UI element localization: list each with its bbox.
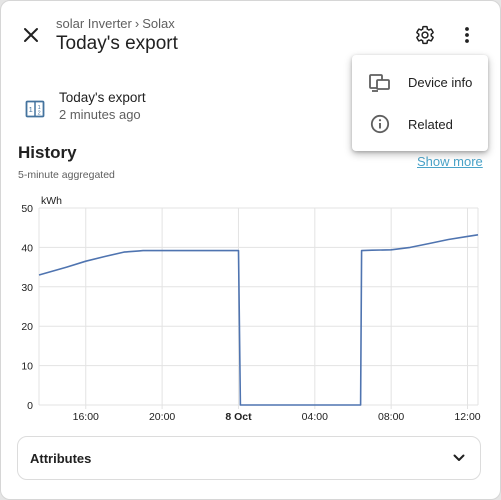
y-tick-label: 0 [27, 400, 33, 412]
dots-vertical-icon [465, 27, 469, 43]
history-title: History [18, 143, 77, 162]
overflow-menu: Device info Related [352, 55, 488, 151]
entity-name: Today's export [59, 90, 146, 105]
info-icon [369, 113, 391, 135]
menu-item-label: Related [408, 116, 453, 132]
x-tick-label: 12:00 [454, 411, 480, 423]
y-tick-label: 30 [21, 282, 33, 294]
x-tick-label: 04:00 [302, 411, 328, 423]
y-tick-label: 10 [21, 361, 33, 373]
chevron-right-icon: › [134, 16, 140, 31]
x-tick-label: 08:00 [378, 411, 404, 423]
more-options-button[interactable] [453, 21, 481, 49]
y-tick-label: 40 [21, 242, 33, 254]
close-icon [24, 28, 38, 42]
attributes-label: Attributes [30, 450, 92, 466]
solar-panel-icon: 1 1 2 [25, 100, 45, 118]
svg-text:1: 1 [38, 105, 41, 111]
svg-text:1: 1 [29, 105, 33, 114]
x-tick-label: 16:00 [73, 411, 99, 423]
y-tick-label: 20 [21, 321, 33, 333]
history-subtitle: 5-minute aggregated [18, 169, 115, 181]
devices-icon [369, 71, 391, 93]
close-button[interactable] [18, 22, 44, 48]
series-line [38, 234, 479, 406]
menu-item-label: Device info [408, 74, 473, 90]
menu-item-related[interactable]: Related [352, 104, 488, 144]
breadcrumb-device[interactable]: solar Inverter [56, 16, 132, 31]
attributes-expander[interactable]: Attributes [17, 436, 481, 480]
chevron-down-icon [453, 454, 465, 461]
x-tick-label: 20:00 [149, 411, 175, 423]
history-chart[interactable]: 0 10 20 30 40 50 16:00 20:00 8 Oct 04:00 08:00 12:0… [1, 191, 500, 426]
svg-text:2: 2 [38, 111, 41, 117]
x-tick-label: 8 Oct [225, 411, 252, 423]
entity-summary: 1 1 2 Today's export 2 minutes ago [23, 89, 146, 123]
last-changed: 2 minutes ago [59, 107, 141, 122]
y-tick-label: 50 [21, 203, 33, 215]
show-more-link[interactable]: Show more [417, 154, 483, 169]
settings-button[interactable] [411, 21, 439, 49]
y-unit-label: kWh [41, 195, 62, 207]
page-title: Today's export [56, 33, 178, 54]
menu-item-device-info[interactable]: Device info [352, 62, 488, 102]
gear-icon [416, 25, 434, 45]
breadcrumb-integration[interactable]: Solax [142, 16, 175, 31]
breadcrumb: solar Inverter › Solax [56, 16, 175, 31]
